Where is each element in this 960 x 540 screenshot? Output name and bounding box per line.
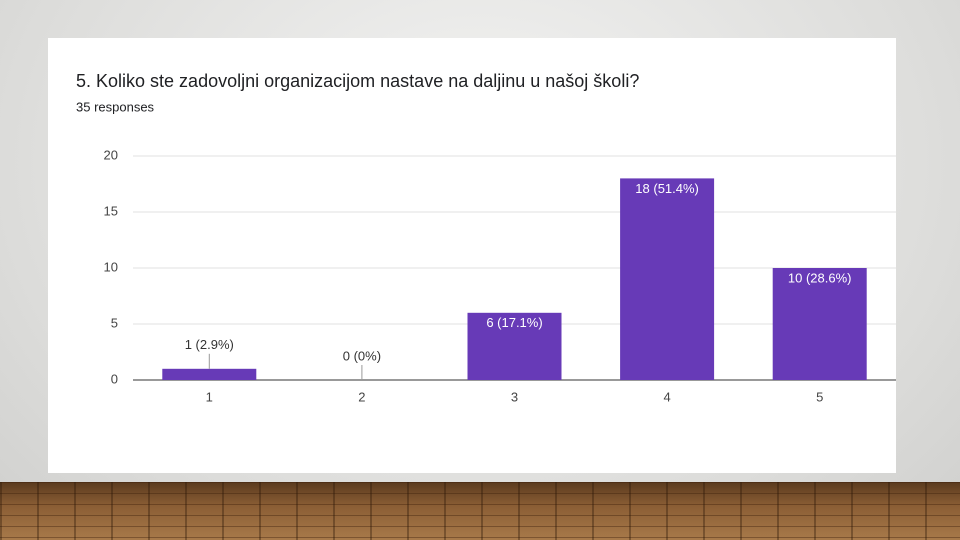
value-label: 18 (51.4%) (635, 181, 699, 196)
bar (620, 178, 715, 380)
x-tick-label: 1 (206, 389, 213, 404)
y-tick-label: 15 (104, 203, 118, 218)
y-tick-label: 20 (104, 147, 118, 162)
value-label: 1 (2.9%) (185, 337, 234, 352)
value-label: 10 (28.6%) (788, 270, 852, 285)
x-tick-label: 3 (511, 389, 518, 404)
x-tick-label: 2 (358, 389, 365, 404)
bar (467, 312, 562, 380)
wood-floor (0, 482, 960, 540)
chart-subtitle: 35 responses (76, 99, 155, 114)
chart-title: 5. Koliko ste zadovoljni organizacijom n… (76, 71, 639, 91)
value-label: 0 (0%) (343, 348, 381, 363)
bar (162, 368, 257, 380)
x-tick-label: 4 (663, 389, 670, 404)
card (48, 38, 896, 473)
y-tick-label: 5 (111, 315, 118, 330)
x-tick-label: 5 (816, 389, 823, 404)
y-tick-label: 10 (104, 259, 118, 274)
y-tick-label: 0 (111, 371, 118, 386)
bar (772, 268, 867, 380)
value-label: 6 (17.1%) (486, 315, 542, 330)
